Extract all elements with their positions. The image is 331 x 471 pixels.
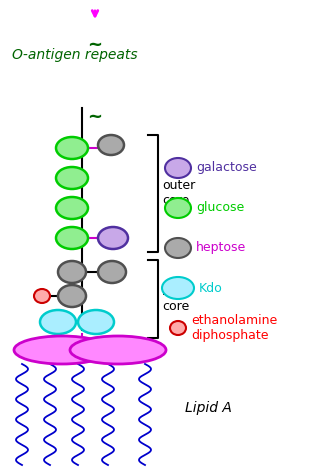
Ellipse shape <box>162 277 194 299</box>
Ellipse shape <box>165 198 191 218</box>
Text: ~: ~ <box>87 36 103 54</box>
Text: inner
core: inner core <box>162 285 194 313</box>
Ellipse shape <box>58 261 86 283</box>
Ellipse shape <box>78 310 114 334</box>
Ellipse shape <box>56 197 88 219</box>
Ellipse shape <box>98 227 128 249</box>
Ellipse shape <box>56 137 88 159</box>
Text: Lipid A: Lipid A <box>185 401 232 415</box>
Ellipse shape <box>56 167 88 189</box>
Text: O-antigen repeats: O-antigen repeats <box>12 48 138 62</box>
Ellipse shape <box>14 336 110 364</box>
Ellipse shape <box>170 321 186 335</box>
Text: outer
core: outer core <box>162 179 195 207</box>
Text: ethanolamine
diphosphate: ethanolamine diphosphate <box>191 314 277 342</box>
Ellipse shape <box>40 310 76 334</box>
Text: heptose: heptose <box>196 242 246 254</box>
Ellipse shape <box>58 285 86 307</box>
Text: glucose: glucose <box>196 202 244 214</box>
Ellipse shape <box>165 158 191 178</box>
Ellipse shape <box>34 289 50 303</box>
Ellipse shape <box>165 238 191 258</box>
Ellipse shape <box>98 135 124 155</box>
Ellipse shape <box>56 227 88 249</box>
Ellipse shape <box>98 261 126 283</box>
Text: galactose: galactose <box>196 162 257 174</box>
Text: ~: ~ <box>87 108 103 126</box>
Ellipse shape <box>70 336 166 364</box>
Text: Kdo: Kdo <box>199 282 223 294</box>
